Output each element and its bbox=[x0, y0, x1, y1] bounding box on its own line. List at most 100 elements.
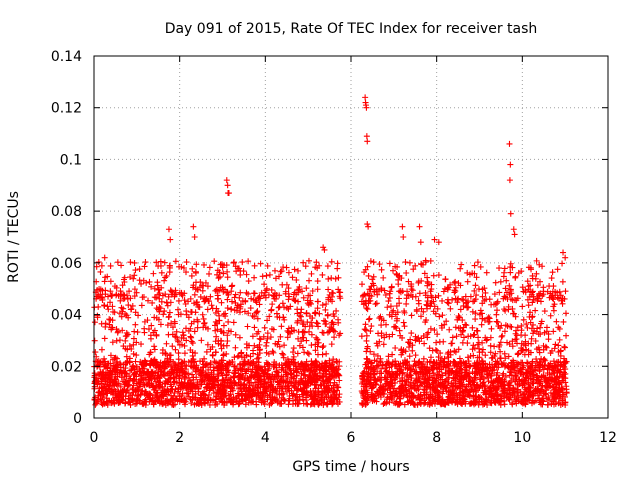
data-point bbox=[127, 259, 134, 266]
data-point bbox=[135, 392, 142, 399]
data-point bbox=[173, 328, 180, 335]
data-point bbox=[157, 368, 164, 375]
data-point bbox=[202, 362, 209, 369]
data-point bbox=[546, 382, 553, 389]
data-point bbox=[489, 379, 496, 386]
data-point bbox=[93, 263, 100, 270]
data-point bbox=[176, 341, 183, 348]
data-point bbox=[319, 271, 326, 278]
data-point bbox=[301, 371, 308, 378]
data-point bbox=[243, 344, 250, 351]
data-point bbox=[375, 330, 382, 337]
data-point bbox=[279, 281, 286, 288]
data-point bbox=[157, 305, 164, 312]
data-point bbox=[559, 374, 566, 381]
data-point bbox=[247, 368, 254, 375]
data-point bbox=[471, 298, 478, 305]
data-point bbox=[127, 295, 134, 302]
data-points bbox=[91, 94, 570, 409]
data-point bbox=[290, 353, 297, 360]
data-point bbox=[242, 393, 249, 400]
data-point bbox=[428, 281, 435, 288]
data-point bbox=[278, 268, 285, 275]
data-point bbox=[401, 401, 408, 408]
data-point bbox=[118, 313, 125, 320]
data-point bbox=[300, 400, 307, 407]
data-point bbox=[298, 370, 305, 377]
data-point bbox=[94, 286, 101, 293]
data-point bbox=[520, 392, 527, 399]
data-point bbox=[194, 318, 201, 325]
data-point bbox=[111, 380, 118, 387]
data-point bbox=[374, 342, 381, 349]
data-point bbox=[105, 360, 112, 367]
data-point bbox=[141, 263, 148, 270]
data-point bbox=[147, 349, 154, 356]
data-point bbox=[499, 372, 506, 379]
data-point bbox=[403, 359, 410, 366]
data-point bbox=[514, 295, 521, 302]
data-point bbox=[170, 374, 177, 381]
data-point bbox=[418, 399, 425, 406]
data-point bbox=[396, 368, 403, 375]
data-point bbox=[527, 371, 534, 378]
data-point bbox=[174, 389, 181, 396]
data-point bbox=[91, 396, 98, 403]
data-point bbox=[520, 316, 527, 323]
data-point bbox=[304, 349, 311, 356]
data-point bbox=[457, 365, 464, 372]
data-point bbox=[102, 386, 109, 393]
data-point bbox=[526, 313, 533, 320]
data-point bbox=[251, 342, 258, 349]
data-point bbox=[418, 305, 425, 312]
data-point bbox=[223, 371, 230, 378]
data-point bbox=[274, 313, 281, 320]
data-point bbox=[521, 390, 528, 397]
data-point bbox=[389, 351, 396, 358]
data-point bbox=[199, 282, 206, 289]
data-point bbox=[246, 395, 253, 402]
data-point bbox=[560, 373, 567, 380]
data-point bbox=[326, 376, 333, 383]
data-point bbox=[479, 374, 486, 381]
data-point bbox=[232, 299, 239, 306]
data-point-peak bbox=[320, 244, 327, 251]
data-point bbox=[120, 305, 127, 312]
data-point bbox=[426, 345, 433, 352]
data-point bbox=[189, 265, 196, 272]
data-point bbox=[324, 311, 331, 318]
data-point bbox=[452, 324, 459, 331]
data-point bbox=[447, 305, 454, 312]
data-point bbox=[483, 336, 490, 343]
data-point bbox=[239, 372, 246, 379]
data-point bbox=[187, 388, 194, 395]
data-point bbox=[442, 385, 449, 392]
data-point bbox=[225, 318, 232, 325]
data-point bbox=[530, 296, 537, 303]
data-point bbox=[471, 360, 478, 367]
data-point bbox=[518, 347, 525, 354]
data-point bbox=[464, 392, 471, 399]
data-point bbox=[291, 266, 298, 273]
data-point bbox=[330, 311, 337, 318]
data-point bbox=[291, 384, 298, 391]
data-point bbox=[131, 328, 138, 335]
data-point bbox=[132, 267, 139, 274]
data-point bbox=[535, 295, 542, 302]
data-point bbox=[434, 347, 441, 354]
data-point bbox=[417, 382, 424, 389]
data-point bbox=[249, 333, 256, 340]
data-point bbox=[459, 317, 466, 324]
data-point bbox=[360, 370, 367, 377]
data-point bbox=[556, 288, 563, 295]
data-point bbox=[206, 270, 213, 277]
data-point bbox=[92, 349, 99, 356]
data-point bbox=[474, 259, 481, 266]
data-point bbox=[231, 354, 238, 361]
data-point bbox=[420, 355, 427, 362]
data-point bbox=[305, 257, 312, 264]
data-point bbox=[107, 299, 114, 306]
data-point bbox=[157, 321, 164, 328]
data-point bbox=[181, 297, 188, 304]
data-point bbox=[152, 362, 159, 369]
